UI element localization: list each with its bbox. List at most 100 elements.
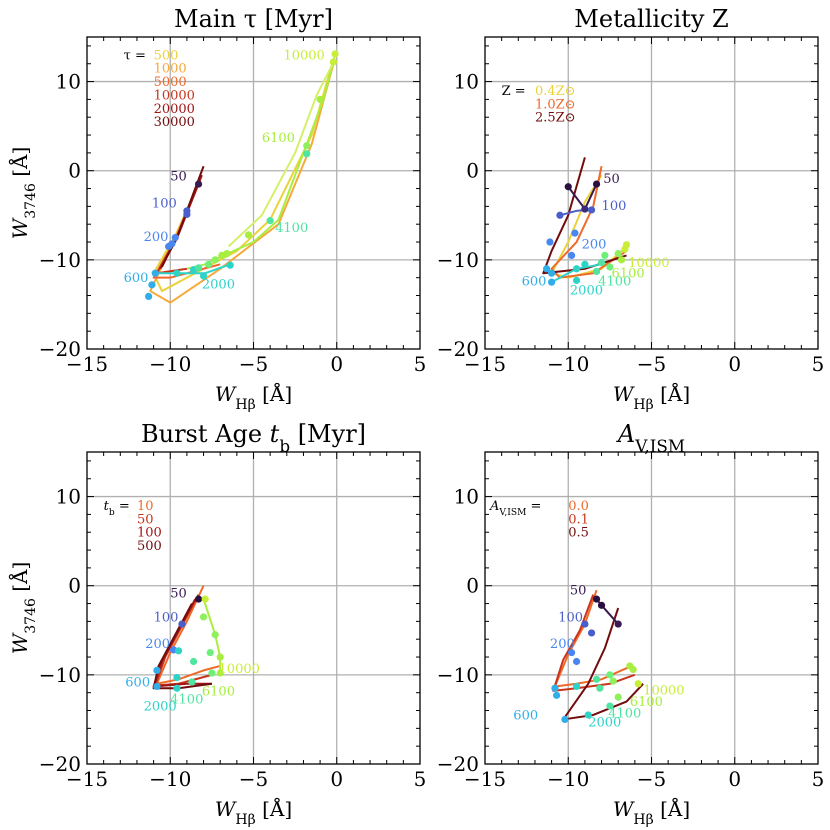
legend-entry-1000: 1000 — [154, 62, 187, 77]
age-label-4100: 4100 — [598, 275, 631, 290]
data-point — [173, 673, 181, 682]
data-point — [634, 680, 642, 688]
legend-entry-500: 500 — [137, 539, 162, 554]
age-label-50: 50 — [170, 170, 187, 185]
y-tick-label: 10 — [454, 485, 479, 509]
x-axis-label: WHβ [Å] — [215, 796, 292, 828]
data-point — [592, 267, 601, 276]
data-point — [592, 180, 601, 188]
y-tick-label: −10 — [437, 248, 479, 272]
data-point — [587, 629, 596, 637]
age-label-600: 600 — [513, 708, 538, 723]
x-tick-label: 0 — [728, 352, 741, 376]
legend-entry-2-5z: 2.5Z⊙ — [535, 111, 576, 126]
age-label-2000: 2000 — [202, 277, 235, 292]
data-point — [173, 269, 181, 277]
x-tick-label: −5 — [637, 767, 666, 791]
data-point — [199, 613, 208, 621]
data-point — [153, 666, 161, 675]
data-point — [216, 669, 224, 677]
age-label-200: 200 — [550, 637, 575, 652]
data-point — [194, 595, 203, 603]
legend-entry-20000: 20000 — [154, 102, 195, 117]
data-point — [621, 245, 629, 253]
age-label-10000: 10000 — [643, 683, 684, 698]
series-line-10 — [155, 585, 221, 685]
data-point — [572, 657, 581, 666]
data-point — [567, 648, 576, 657]
x-tick-label: −5 — [239, 352, 268, 376]
data-point — [552, 691, 561, 699]
data-point — [629, 665, 637, 674]
data-point — [581, 260, 589, 268]
legend-entry-0-0: 0.0 — [568, 499, 589, 514]
legend-header: Z = — [502, 84, 526, 99]
chart-title: AV,ISM — [616, 420, 685, 456]
data-point — [567, 251, 576, 259]
data-point — [199, 272, 208, 280]
data-point — [584, 711, 592, 719]
data-point — [153, 682, 161, 691]
data-point — [316, 95, 324, 103]
data-point — [609, 677, 617, 685]
age-label-600: 600 — [125, 675, 150, 690]
y-tick-label: −20 — [437, 752, 479, 776]
data-point — [174, 647, 183, 655]
data-point — [211, 631, 219, 639]
data-point — [145, 292, 153, 301]
data-point — [223, 250, 231, 258]
data-point — [548, 278, 556, 286]
data-point — [226, 261, 234, 269]
age-label-200: 200 — [144, 230, 169, 245]
data-point — [151, 269, 159, 277]
x-tick-label: 5 — [812, 352, 825, 376]
chart-title: Metallicity Z — [574, 5, 728, 33]
data-point — [171, 233, 179, 242]
x-tick-label: −10 — [149, 352, 191, 376]
x-tick-label: 5 — [812, 767, 825, 791]
data-point — [614, 250, 622, 258]
series-line-500-track — [155, 263, 231, 275]
data-point — [303, 150, 311, 158]
legend-entry-0-4z: 0.4Z⊙ — [535, 84, 576, 99]
x-axis-label: WHβ [Å] — [613, 796, 690, 828]
x-tick-label: −10 — [547, 352, 589, 376]
data-point — [614, 693, 622, 701]
data-point — [303, 142, 311, 150]
age-label-2000: 2000 — [144, 700, 177, 715]
x-tick-label: −15 — [66, 767, 108, 791]
data-point — [188, 678, 196, 686]
data-point — [617, 256, 626, 264]
data-point — [572, 682, 581, 691]
age-label-4100: 4100 — [275, 221, 308, 236]
data-point — [572, 276, 581, 284]
y-axis-label: W3746 [Å] — [7, 147, 39, 240]
age-label-10000: 10000 — [628, 256, 669, 271]
series-line-30000 — [161, 165, 205, 268]
age-label-6100: 6100 — [262, 131, 295, 146]
age-label-2000: 2000 — [588, 716, 621, 731]
data-point — [216, 653, 224, 661]
x-tick-label: −15 — [66, 352, 108, 376]
y-tick-label: −10 — [39, 248, 81, 272]
x-tick-label: −10 — [149, 767, 191, 791]
series-line-6100-track — [227, 58, 336, 248]
legend-header: τ = — [124, 48, 146, 63]
data-point — [266, 217, 274, 225]
age-label-600: 600 — [522, 275, 547, 290]
y-tick-label: −20 — [437, 337, 479, 361]
age-label-4100: 4100 — [608, 707, 641, 722]
data-point — [551, 684, 559, 692]
x-tick-label: 5 — [414, 767, 427, 791]
age-label-10000: 10000 — [283, 48, 324, 63]
series-line-isochrone-50 — [567, 183, 598, 211]
age-label-6100: 6100 — [630, 695, 663, 710]
data-point — [546, 238, 554, 246]
data-point — [543, 265, 551, 273]
age-label-100: 100 — [154, 610, 179, 625]
